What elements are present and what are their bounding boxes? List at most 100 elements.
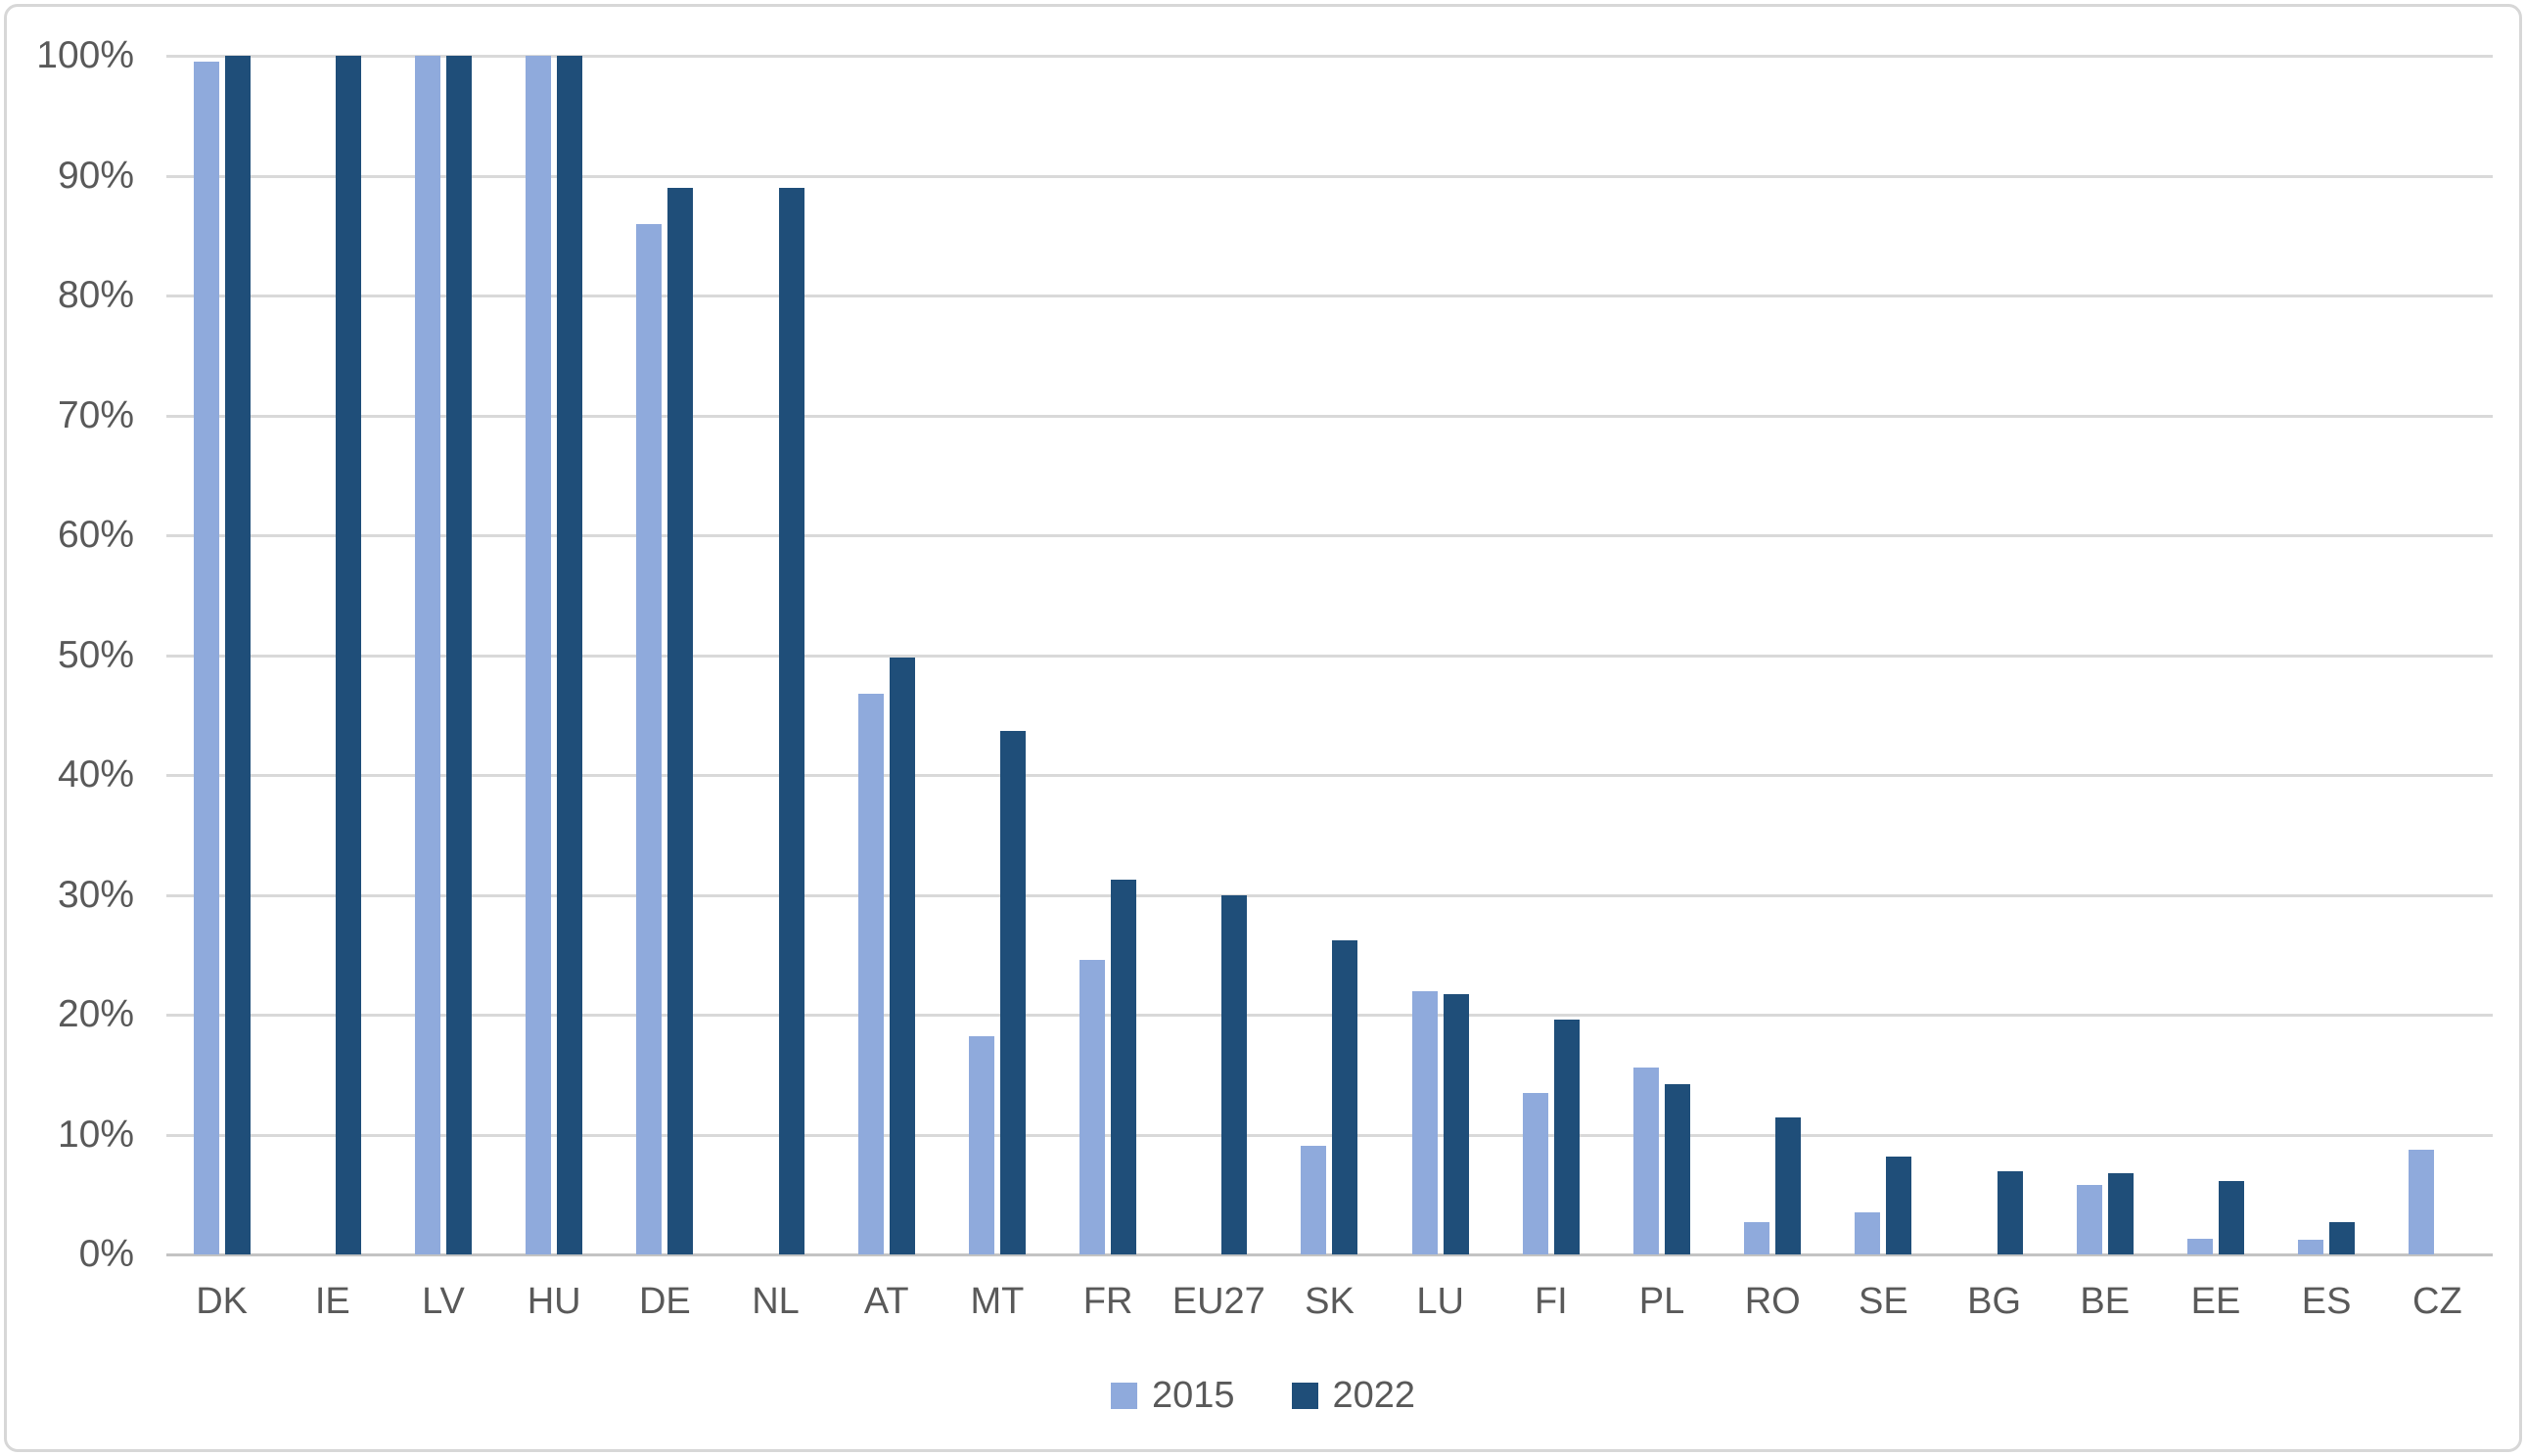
- bar-slot: [1411, 56, 1438, 1254]
- bar-slot: [1221, 56, 1248, 1254]
- bar-slot: [224, 56, 251, 1254]
- bar-slot: [1553, 56, 1580, 1254]
- legend-item-2015: 2015: [1110, 1375, 1235, 1417]
- category-group-de: [610, 56, 720, 1254]
- category-group-ee: [2160, 56, 2271, 1254]
- bar-slot: [2298, 56, 2324, 1254]
- bar-slot: [1744, 56, 1770, 1254]
- gridline: [166, 295, 2493, 297]
- x-tick-label-se: SE: [1859, 1281, 1908, 1322]
- category-group-mt: [942, 56, 1052, 1254]
- bar-2015-be: [2076, 1184, 2102, 1254]
- bar-slot: [2107, 56, 2134, 1254]
- bar-slot: [1079, 56, 1106, 1254]
- category-group-dk: [166, 56, 277, 1254]
- bar-2015-fi: [1522, 1092, 1548, 1254]
- x-tick-label-de: DE: [638, 1281, 691, 1322]
- bar-slot: [335, 56, 361, 1254]
- y-tick-label: 0%: [78, 1233, 134, 1275]
- x-tick-label-ee: EE: [2190, 1281, 2241, 1322]
- x-tick-label-lv: LV: [422, 1281, 465, 1322]
- gridline: [166, 654, 2493, 658]
- bar-slot: [1190, 56, 1216, 1254]
- bar-2015-fr: [1079, 959, 1106, 1254]
- category-group-pl: [1606, 56, 1717, 1254]
- bar-2022-ie: [335, 56, 361, 1254]
- gridline: [166, 414, 2493, 418]
- bar-slot: [414, 56, 440, 1254]
- bar-slot: [1522, 56, 1548, 1254]
- bar-2015-lv: [414, 56, 440, 1254]
- bar-2015-ee: [2186, 1239, 2213, 1254]
- bar-slot: [2440, 56, 2465, 1254]
- bar-slot: [999, 56, 1026, 1254]
- category-group-se: [1828, 56, 1939, 1254]
- bar-slot: [1997, 56, 2023, 1254]
- y-tick-label: 10%: [57, 1113, 134, 1156]
- gridline: [166, 1014, 2493, 1017]
- x-axis-line: [166, 1253, 2493, 1256]
- bar-2022-dk: [224, 56, 251, 1254]
- bar-2022-se: [1886, 1156, 1912, 1254]
- category-group-lv: [388, 56, 498, 1254]
- bar-slot: [889, 56, 915, 1254]
- bar-slot: [778, 56, 804, 1254]
- x-tick-label-eu27: EU27: [1171, 1281, 1265, 1322]
- legend-swatch-2015: [1110, 1383, 1137, 1409]
- bar-slot: [1633, 56, 1660, 1254]
- y-tick-label: 20%: [57, 993, 134, 1035]
- bar-slot: [193, 56, 219, 1254]
- y-tick-label: 30%: [57, 873, 134, 916]
- bar-slot: [1332, 56, 1358, 1254]
- x-tick-label-be: BE: [2080, 1281, 2131, 1322]
- bar-2022-at: [889, 657, 915, 1254]
- gridline: [166, 534, 2493, 537]
- bar-slot: [1665, 56, 1691, 1254]
- gridline: [166, 774, 2493, 777]
- bar-2015-de: [636, 223, 663, 1254]
- category-group-hu: [499, 56, 610, 1254]
- x-tick-label-mt: MT: [970, 1281, 1025, 1322]
- category-group-es: [2272, 56, 2382, 1254]
- x-tick-label-pl: PL: [1638, 1281, 1685, 1322]
- x-tick-label-dk: DK: [196, 1281, 248, 1322]
- legend: 2015 2022: [7, 1375, 2519, 1417]
- bar-slot: [304, 56, 330, 1254]
- gridline: [166, 893, 2493, 897]
- bar-2022-fr: [1111, 879, 1137, 1254]
- bar-slot: [1301, 56, 1327, 1254]
- bar-2022-lu: [1443, 994, 1469, 1254]
- plot-area: [166, 55, 2493, 1256]
- x-tick-label-cz: CZ: [2412, 1281, 2462, 1322]
- bar-2015-se: [1855, 1212, 1881, 1254]
- x-tick-label-lu: LU: [1416, 1281, 1464, 1322]
- y-tick-label: 90%: [57, 154, 134, 197]
- category-group-ro: [1718, 56, 1828, 1254]
- legend-item-2022: 2022: [1291, 1375, 1416, 1417]
- bar-slot: [1855, 56, 1881, 1254]
- bar-slot: [445, 56, 472, 1254]
- bar-2015-es: [2298, 1240, 2324, 1254]
- bar-slot: [636, 56, 663, 1254]
- bar-slot: [857, 56, 884, 1254]
- y-tick-label: 50%: [57, 633, 134, 676]
- bar-2022-bg: [1997, 1171, 2023, 1254]
- category-group-nl: [720, 56, 831, 1254]
- bar-slot: [1111, 56, 1137, 1254]
- x-tick-label-es: ES: [2301, 1281, 2352, 1322]
- gridline: [166, 1133, 2493, 1137]
- legend-label-2022: 2022: [1332, 1375, 1416, 1416]
- category-group-eu27: [1164, 56, 1274, 1254]
- category-group-cz: [2382, 56, 2493, 1254]
- bar-2015-at: [857, 693, 884, 1254]
- bar-2022-ro: [1775, 1117, 1802, 1254]
- category-group-bg: [1939, 56, 2049, 1254]
- x-tick-label-at: AT: [863, 1281, 909, 1322]
- bar-2015-cz: [2409, 1150, 2435, 1254]
- bar-slot: [2186, 56, 2213, 1254]
- legend-label-2015: 2015: [1151, 1375, 1235, 1416]
- x-tick-label-ro: RO: [1744, 1281, 1801, 1322]
- bar-2015-ro: [1744, 1221, 1770, 1254]
- gridline: [166, 174, 2493, 178]
- x-axis-labels: DK IE LV HU DE NL AT MT FR EU27 SK LU FI PL RO SE BG BE EE…: [166, 1281, 2493, 1323]
